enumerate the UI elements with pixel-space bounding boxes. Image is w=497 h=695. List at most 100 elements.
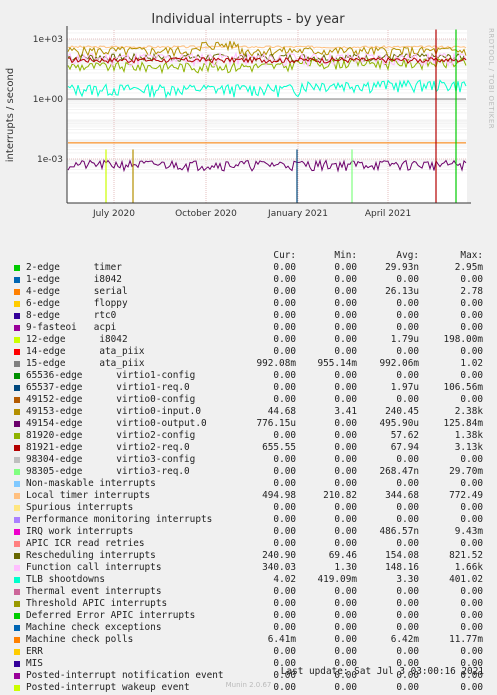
legend-swatch [14,625,20,631]
legend-max-value: 401.02 [449,574,483,585]
legend-min-value: 0.00 [334,298,357,309]
legend-min-value: 0.00 [334,310,357,321]
legend-row: Performance monitoring interrupts 0.00 0.0… [0,514,497,526]
legend-min-value: 0.00 [334,514,357,525]
legend-min-value: 3.41 [334,406,357,417]
legend-series-name: 4-edge serial [26,286,128,297]
legend-avg-value: 0.00 [396,454,419,465]
legend-swatch [14,277,20,283]
legend-series-name: 49154-edge virtio0-output.0 [26,418,207,429]
legend-avg-value: 486.57n [379,526,419,537]
legend-row: Local timer interrupts 494.98 210.82 344.68… [0,490,497,502]
legend-max-value: 0.00 [460,622,483,633]
legend-avg-value: 148.16 [385,562,419,573]
legend-cur-value: 0.00 [273,322,296,333]
legend-row: 6-edge floppy 0.00 0.00 0.00 0.00 [0,298,497,310]
legend-min-value: 210.82 [323,490,357,501]
legend-swatch [14,385,20,391]
legend-max-value: 106.56m [443,382,483,393]
legend-avg-value: 240.45 [385,406,419,417]
legend-cur-value: 0.00 [273,298,296,309]
legend-series-name: Rescheduling interrupts [26,550,156,561]
legend-max-value: 0.00 [460,454,483,465]
series-local-timer-line [67,45,467,49]
legend-cur-value: 0.00 [273,610,296,621]
y-axis-label: interrupts / second [5,68,16,162]
legend-min-value: 0.00 [334,526,357,537]
legend-swatch [14,421,20,427]
legend-swatch [14,553,20,559]
legend-series-name: Thermal event interrupts [26,586,162,597]
legend-series-name: ERR [26,646,43,657]
legend-cur-value: 494.98 [262,490,296,501]
legend-avg-value: 0.00 [396,478,419,489]
legend-swatch [14,601,20,607]
legend-max-value: 0.00 [460,670,483,681]
legend-row: Machine check polls 6.41m 0.00 6.42m 11.77m [0,634,497,646]
x-tick-label: July 2020 [92,209,135,219]
y-tick-label: 1e+00 [33,95,64,105]
legend-avg-value: 0.00 [396,658,419,669]
legend-avg-value: 344.68 [385,490,419,501]
legend-avg-value: 0.00 [396,514,419,525]
legend-series-name: 1-edge i8042 [26,274,122,285]
legend-row: 9-fasteoi acpi 0.00 0.00 0.00 0.00 [0,322,497,334]
legend-swatch [14,637,20,643]
legend-row: ERR 0.00 0.00 0.00 0.00 [0,646,497,658]
legend-row: IRQ work interrupts 0.00 0.00 486.57n 9.43m [0,526,497,538]
legend-row: 65536-edge virtio1-config 0.00 0.00 0.00 0.0… [0,370,497,382]
legend-series-name: Function call interrupts [26,562,162,573]
legend-series-name: TLB shootdowns [26,574,106,585]
legend-swatch [14,397,20,403]
legend-series-name: 2-edge timer [26,262,122,273]
legend-cur-value: 0.00 [273,538,296,549]
legend-avg-value: 57.62 [390,430,419,441]
legend-swatch [14,349,20,355]
legend-avg-value: 495.90u [379,418,419,429]
legend-row: Non-maskable interrupts 0.00 0.00 0.00 0.00 [0,478,497,490]
legend-swatch [14,337,20,343]
legend-row: APIC ICR read retries 0.00 0.00 0.00 0.00 [0,538,497,550]
legend-min-value: 0.00 [334,478,357,489]
legend-min-value: 0.00 [334,442,357,453]
legend-row: 4-edge serial 0.00 0.00 26.13u 2.78 [0,286,497,298]
chart-area: Individual interrupts - by year interrup… [5,12,471,219]
legend-series-name: Posted-interrupt notification event [26,670,224,681]
legend-cur-value: 340.03 [262,562,296,573]
legend-cur-value: 0.00 [273,514,296,525]
legend-max-value: 0.00 [460,370,483,381]
legend-row: 49153-edge virtio0-input.0 44.68 3.41 240.4… [0,406,497,418]
legend-series-name: 65536-edge virtio1-config [26,370,196,381]
legend-swatch [14,445,20,451]
legend-max-value: 125.84m [443,418,483,429]
legend-avg-value: 0.00 [396,610,419,621]
legend-max-value: 2.38k [454,406,483,417]
legend-max-value: 0.00 [460,658,483,669]
legend-min-value: 0.00 [334,682,357,693]
legend-avg-value: 0.00 [396,322,419,333]
legend-min-value: 0.00 [334,502,357,513]
legend-series-name: MIS [26,658,43,669]
legend-min-value: 0.00 [334,454,357,465]
legend-series-name: 98305-edge virtio3-req.0 [26,466,190,477]
column-header-avg: Avg: [396,250,419,261]
legend-swatch [14,517,20,523]
legend-max-value: 2.95m [454,262,483,273]
legend-row: TLB shootdowns 4.02 419.09m 3.30 401.02 [0,574,497,586]
legend-series-name: Performance monitoring interrupts [26,514,213,525]
legend-swatch [14,685,20,691]
legend-min-value: 955.14m [317,358,357,369]
legend-row: 8-edge rtc0 0.00 0.00 0.00 0.00 [0,310,497,322]
legend-swatch [14,529,20,535]
legend-cur-value: 0.00 [273,622,296,633]
legend-swatch [14,661,20,667]
legend-cur-value: 0.00 [273,274,296,285]
legend-series-name: 14-edge ata_piix [26,346,145,357]
legend-swatch [14,493,20,499]
legend-cur-value: 0.00 [273,454,296,465]
legend-min-value: 0.00 [334,370,357,381]
legend-max-value: 0.00 [460,514,483,525]
legend-cur-value: 4.02 [273,574,296,585]
legend-avg-value: 0.00 [396,670,419,681]
legend-swatch [14,649,20,655]
